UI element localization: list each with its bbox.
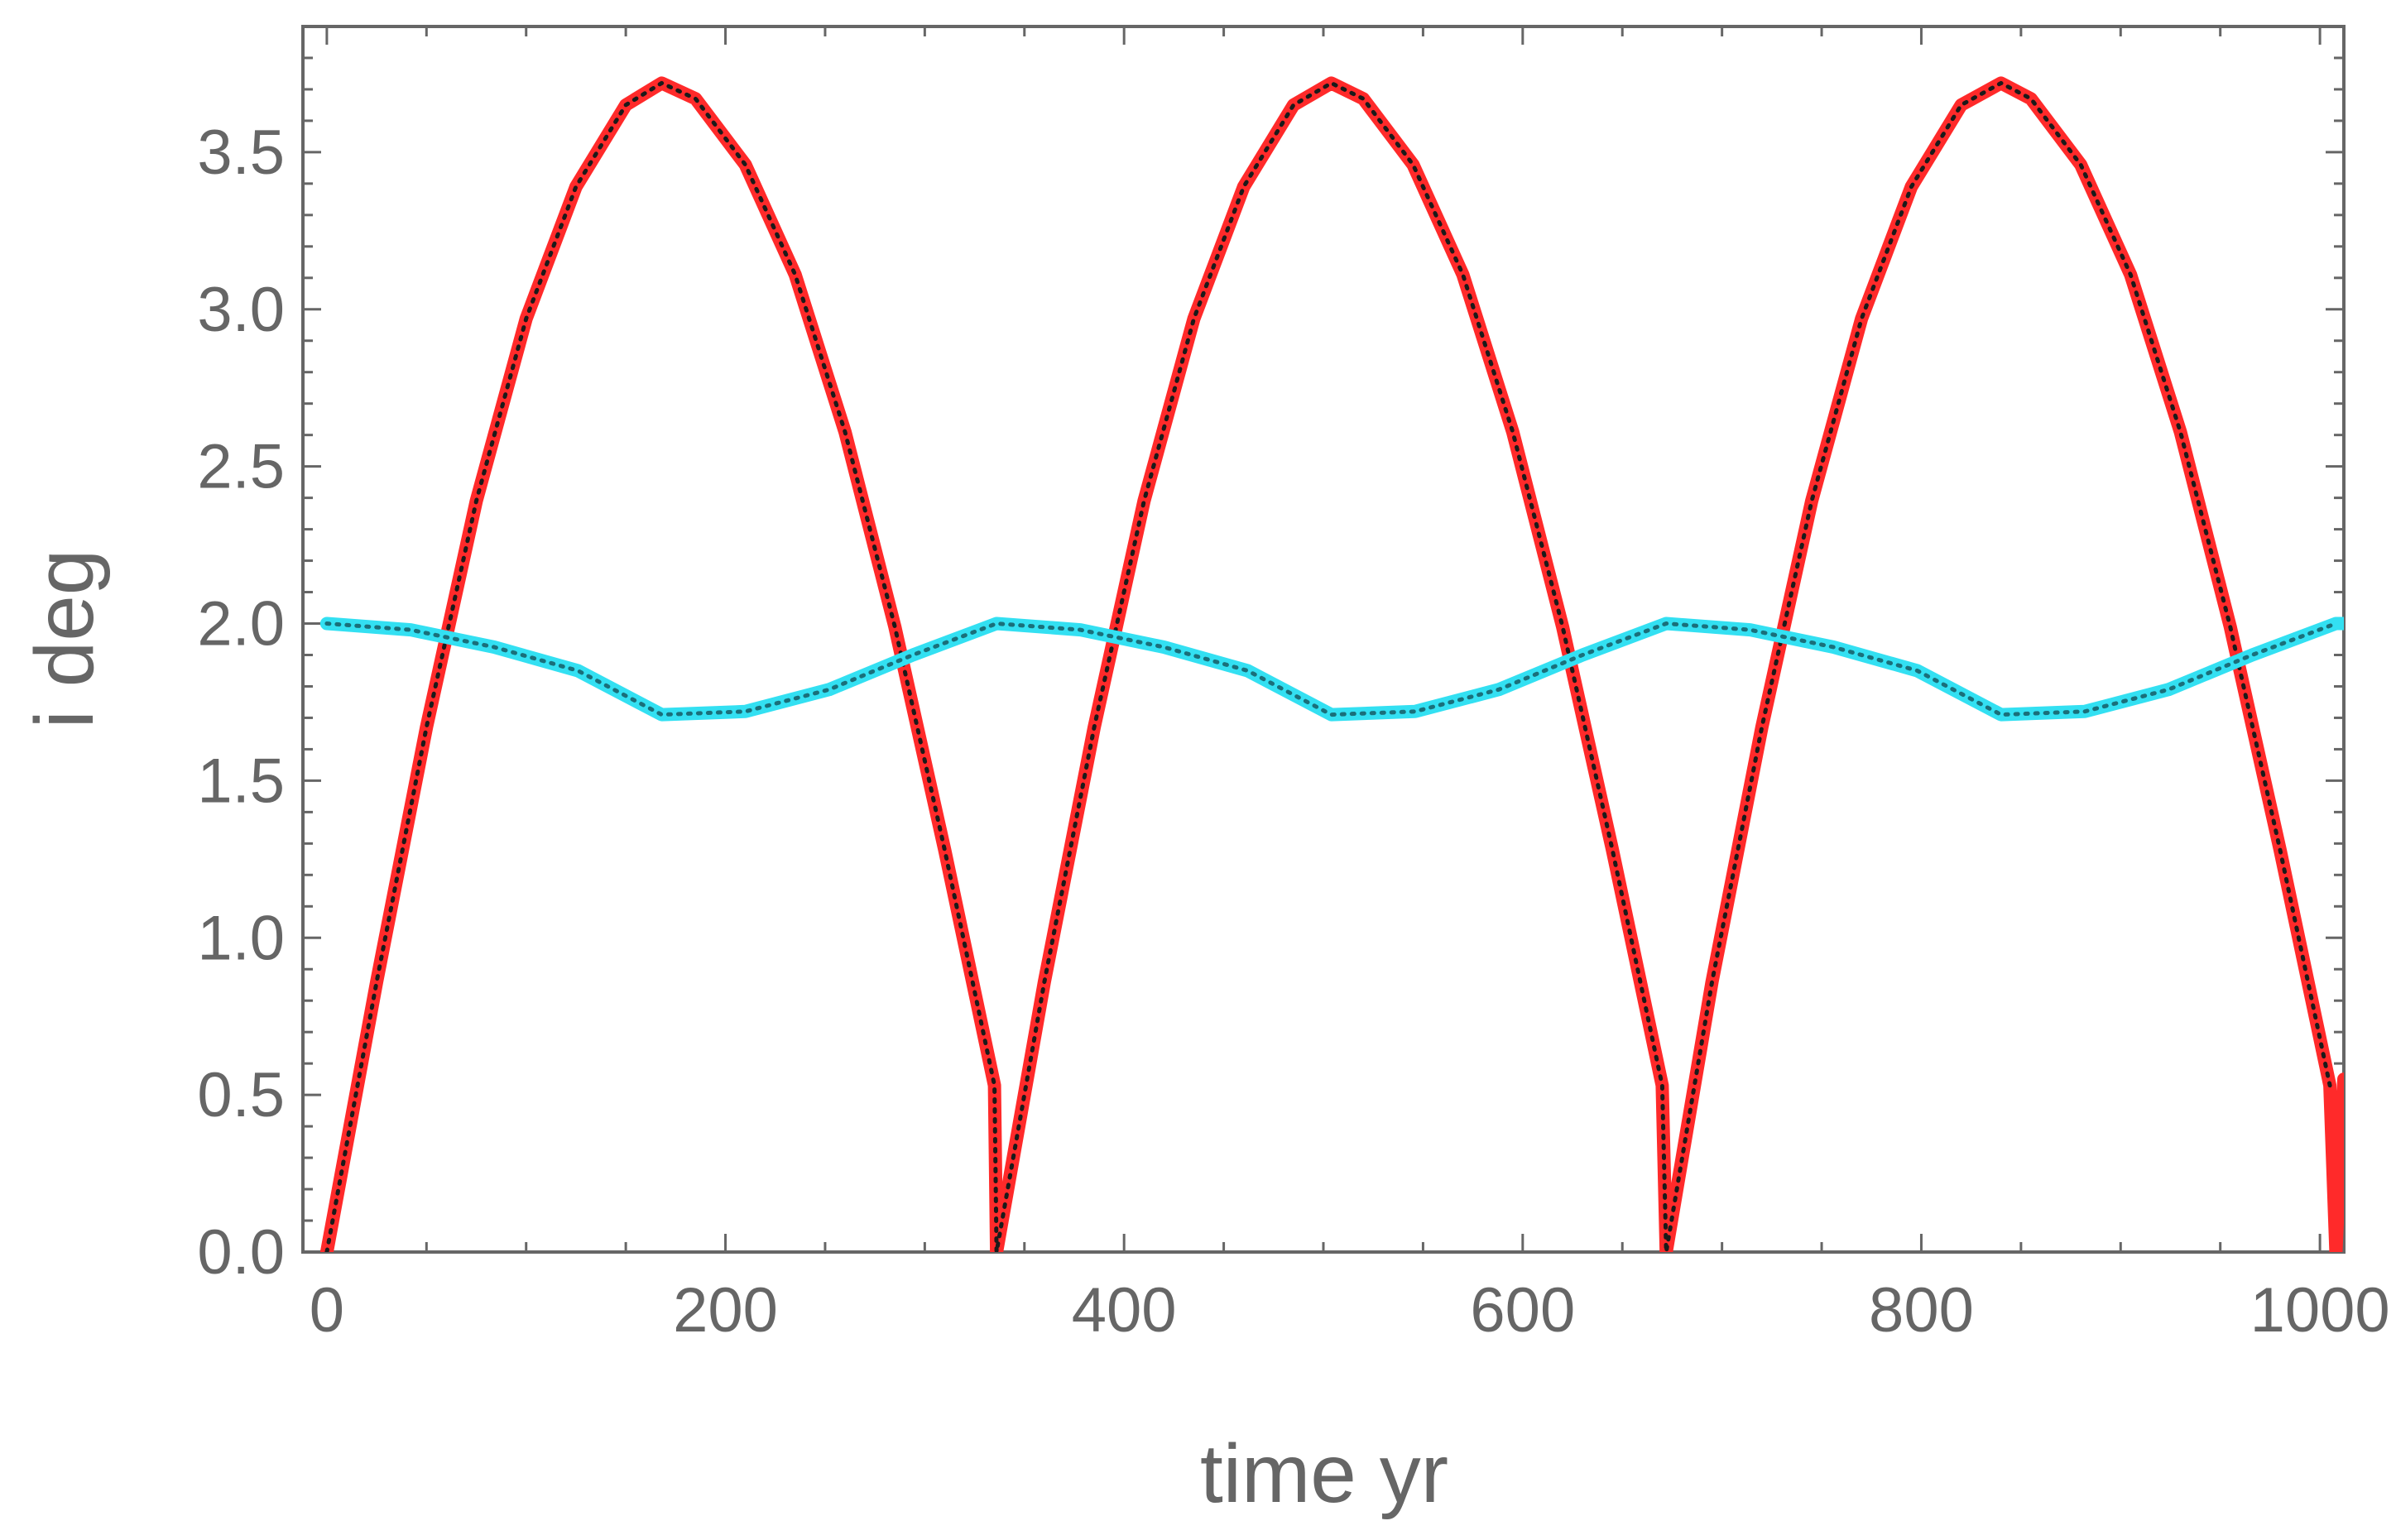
y-axis-title: i deg (18, 549, 111, 729)
y-tick-label: 3.0 (197, 275, 285, 345)
y-tick-label: 0.0 (197, 1217, 285, 1288)
x-axis-title: time yr (1200, 1427, 1448, 1520)
series-line-0 (319, 76, 2344, 1252)
x-tick-label: 200 (673, 1275, 778, 1346)
y-tick-label: 2.5 (197, 432, 285, 502)
series-dotted-3 (324, 621, 2338, 717)
x-tick-label: 600 (1470, 1275, 1575, 1346)
y-tick-label: 0.5 (197, 1060, 285, 1130)
series-dotted-1 (324, 80, 2332, 1252)
y-tick-label: 2.0 (197, 589, 285, 660)
y-tick-label: 3.5 (197, 118, 285, 188)
y-tick-label: 1.5 (197, 746, 285, 816)
y-tick-label: 1.0 (197, 903, 285, 973)
x-axis: 0 200 400 600 800 1000 (310, 26, 2390, 1346)
x-tick-label: 1000 (2250, 1275, 2390, 1346)
x-tick-label: 400 (1072, 1275, 1177, 1346)
y-axis: 0.0 0.5 1.0 1.5 2.0 2.5 3.0 3.5 (197, 56, 2344, 1288)
x-tick-label: 0 (310, 1275, 344, 1346)
series-line-2 (319, 616, 2344, 722)
series-layer (319, 76, 2344, 1252)
plot-frame (301, 25, 2346, 1254)
series-group (319, 76, 2344, 1252)
x-tick-label: 800 (1869, 1275, 1974, 1346)
